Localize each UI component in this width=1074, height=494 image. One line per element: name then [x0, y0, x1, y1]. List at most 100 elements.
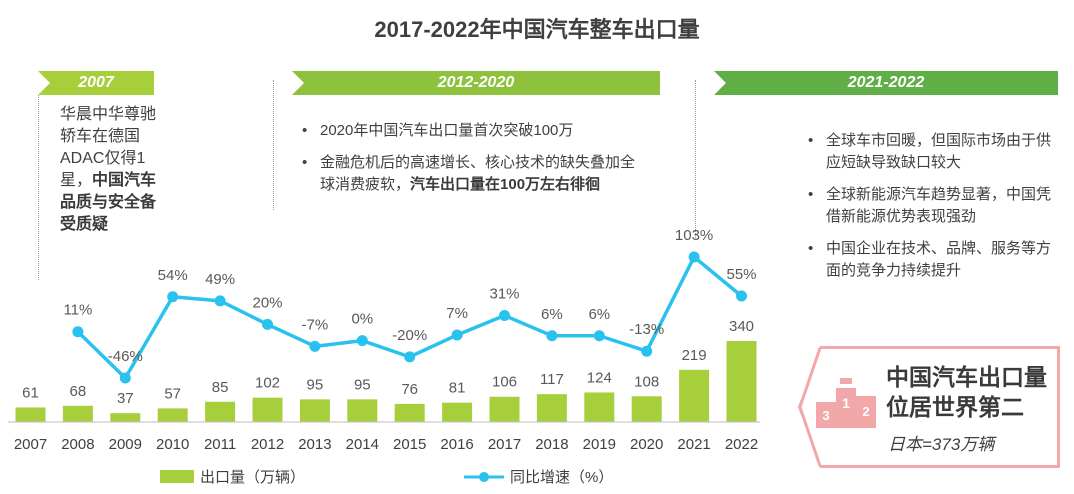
growth-point: [167, 291, 179, 303]
bar-value-label: 102: [255, 375, 280, 392]
x-tick-label: 2018: [535, 436, 568, 453]
growth-label: -20%: [392, 327, 427, 344]
annotation-text-plain: 华晨中华尊驰轿车在德国ADAC仅得1星，: [60, 106, 157, 189]
growth-label: 20%: [252, 294, 282, 311]
bar-value-label: 117: [540, 371, 564, 388]
growth-label: 55%: [726, 266, 756, 283]
x-tick-label: 2017: [488, 436, 521, 453]
bar: [489, 396, 520, 422]
growth-point: [309, 340, 321, 352]
annotation-text: • 2020年中国汽车出口量首次突破100万 • 金融危机后的高速增长、核心技术的缺…: [298, 120, 648, 206]
growth-point: [593, 330, 605, 342]
growth-label: 31%: [489, 285, 519, 302]
x-tick-label: 2016: [440, 436, 473, 453]
bar: [157, 408, 188, 422]
annotation-bullet: • 金融危机后的高速增长、核心技术的缺失叠加全球消费疲软，汽车出口量在100万左右…: [302, 154, 636, 193]
rank-callout: 1 2 3 中国汽车出口量 位居世界第二 日本=373万辆: [790, 346, 1060, 468]
svg-text:3: 3: [822, 408, 829, 423]
x-tick-label: 2020: [630, 436, 663, 453]
annotation-text: • 全球车市回暖，但国际市场由于供应短缺导致缺口较大 • 全球新能源汽车趋势显著，中…: [804, 130, 1054, 292]
bar-value-label: 95: [307, 376, 324, 393]
growth-point: [72, 326, 84, 338]
bar-value-label: 37: [117, 390, 134, 407]
growth-label: 6%: [588, 306, 610, 323]
svg-text:1: 1: [842, 395, 850, 411]
bar: [442, 402, 473, 422]
annotation-period-badge: 2012-2020: [292, 71, 660, 95]
growth-label: 11%: [63, 302, 92, 319]
growth-label: 7%: [446, 305, 468, 322]
annotation-period: 2021-2022: [847, 74, 925, 91]
growth-point: [119, 372, 131, 384]
callout-edge: [790, 346, 822, 468]
bar-value-label: 68: [70, 383, 87, 400]
annotation-period-badge: 2007: [38, 71, 154, 95]
bar-series: 61 68 37 57 85 102 95 95 76 81 106 117 124 108 219 340: [15, 318, 757, 422]
legend-swatch-bar: [160, 470, 194, 483]
bar-value-label: 219: [682, 347, 707, 364]
x-tick-label: 2021: [677, 436, 710, 453]
growth-point: [451, 329, 463, 341]
growth-label: -46%: [108, 348, 143, 365]
bar-value-label: 340: [729, 318, 754, 335]
bar: [347, 399, 378, 422]
bar-value-label: 95: [354, 376, 371, 393]
growth-point: [262, 318, 273, 330]
bar: [726, 341, 757, 422]
callout-subtext: 日本=373万辆: [888, 435, 995, 454]
growth-label: 103%: [675, 227, 713, 244]
legend-item-bars: 出口量（万辆）: [160, 466, 305, 487]
x-tick-label: 2011: [204, 436, 236, 453]
legend-swatch-line: [464, 472, 504, 482]
legend-item-line: 同比增速（%）: [462, 466, 613, 487]
annotation-connector: [695, 80, 697, 240]
bar-value-label: 81: [449, 380, 466, 397]
growth-label: 6%: [541, 306, 563, 323]
bar-value-label: 108: [634, 373, 659, 390]
growth-point: [404, 351, 416, 363]
legend-label: 出口量（万辆）: [200, 469, 306, 486]
x-tick-label: 2022: [725, 436, 758, 453]
bar-value-label: 57: [164, 385, 181, 402]
bar-value-label: 106: [492, 374, 517, 391]
x-tick-label: 2010: [156, 436, 189, 453]
growth-label: 0%: [351, 311, 373, 328]
annotation-connector: [273, 80, 275, 210]
annotation-bullet: • 中国企业在技术、品牌、服务等方面的竞争力持续提升: [808, 240, 1052, 279]
growth-point: [641, 345, 653, 357]
bar: [536, 394, 567, 422]
annotation-bullet: • 2020年中国汽车出口量首次突破100万: [302, 122, 574, 139]
bar: [299, 399, 330, 422]
callout-line2: 位居世界第二: [886, 394, 1024, 420]
x-axis: 2007 2008 2009 2010 2011 2012 2013 2014 2015 2016…: [8, 421, 760, 453]
x-tick-label: 2019: [583, 436, 616, 453]
x-tick-label: 2008: [61, 436, 94, 453]
bar: [584, 392, 615, 422]
bar-value-label: 61: [22, 384, 39, 401]
bar-value-label: 124: [587, 369, 612, 386]
bar: [62, 405, 93, 422]
legend-label: 同比增速（%）: [510, 469, 614, 486]
bar: [15, 407, 46, 422]
annotation-period: 2007: [78, 74, 114, 91]
growth-point: [214, 295, 226, 307]
annotation-period-badge: 2021-2022: [714, 71, 1058, 95]
bar: [631, 396, 662, 422]
line-series: 11% -46% 54% 49% 20% -7% 0% -20% 7% 31% 6% 6% -13% 10…: [63, 227, 757, 384]
growth-point: [499, 309, 510, 321]
growth-label: 49%: [205, 271, 235, 288]
x-tick-label: 2009: [109, 436, 142, 453]
annotation-connector: [38, 80, 40, 280]
growth-label: -13%: [629, 321, 664, 338]
bar: [679, 369, 710, 422]
growth-label: 54%: [158, 267, 188, 284]
annotation-text: 华晨中华尊驰轿车在德国ADAC仅得1星，中国汽车品质与安全备受质疑: [60, 104, 160, 236]
annotation-text-bold: 中国汽车品质与安全备受质疑: [60, 172, 157, 233]
annotation-period: 2012-2020: [437, 74, 515, 91]
podium-icon: 1 2 3: [816, 378, 876, 428]
growth-point: [688, 251, 700, 263]
growth-point: [356, 335, 368, 347]
bar: [205, 401, 236, 422]
bar: [110, 413, 141, 422]
callout-headline: 中国汽车出口量 位居世界第二: [886, 362, 1047, 422]
